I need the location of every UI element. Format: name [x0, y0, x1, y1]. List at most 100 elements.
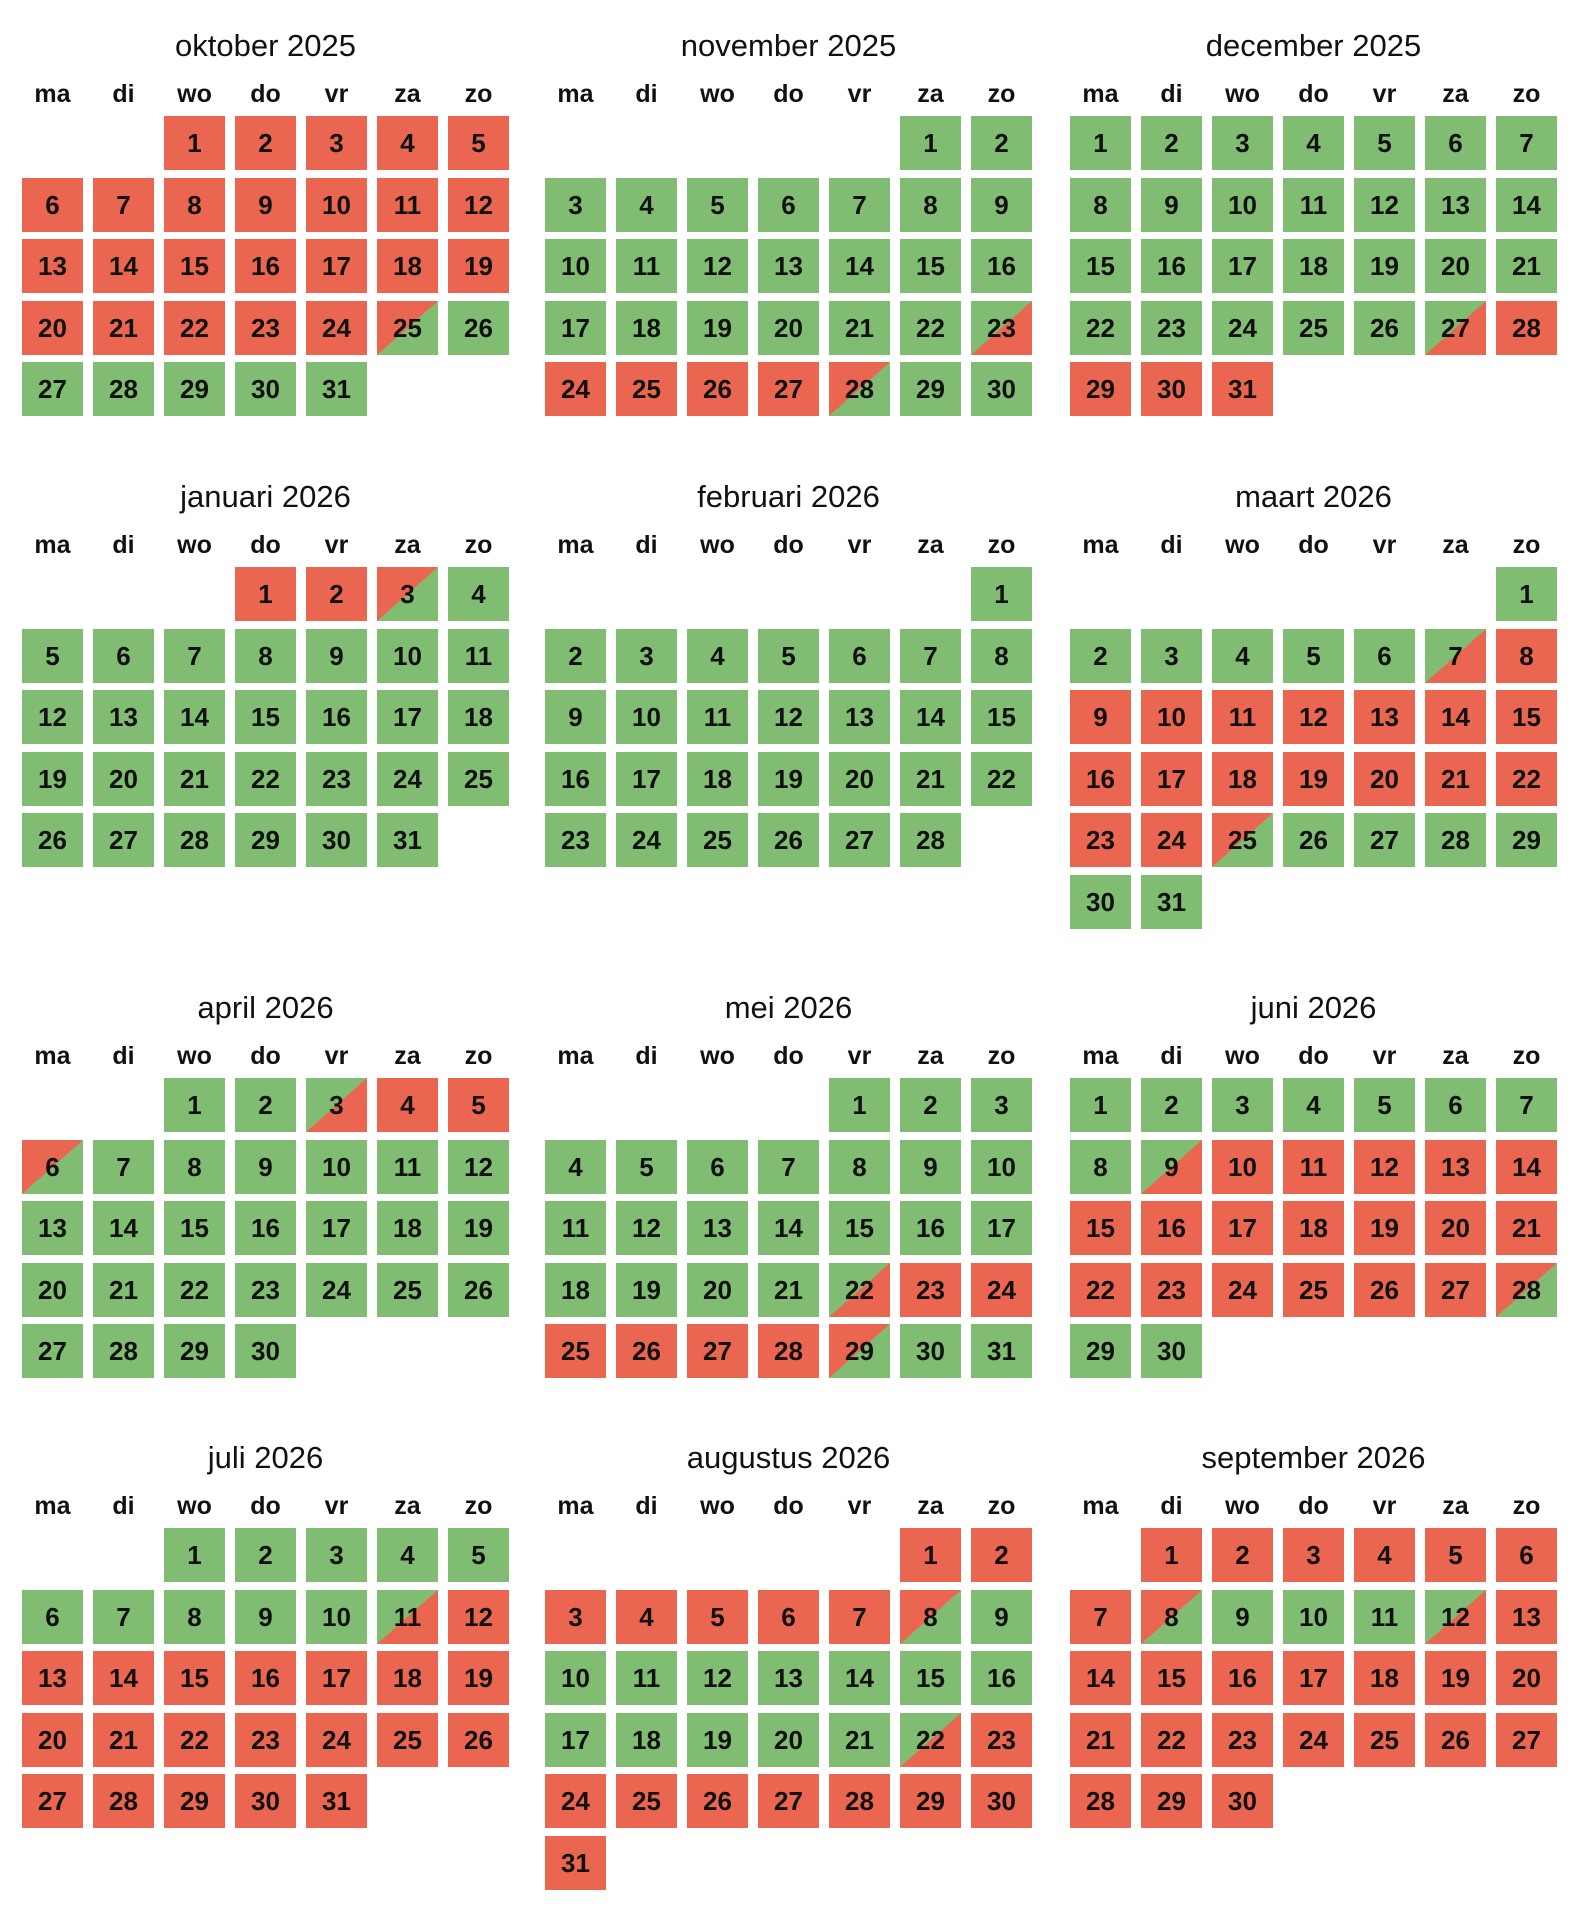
day-cell[interactable]: 25	[687, 813, 748, 867]
day-cell[interactable]: 21	[1496, 239, 1557, 293]
day-cell[interactable]: 26	[687, 1774, 748, 1828]
day-cell[interactable]: 10	[377, 628, 438, 683]
day-cell[interactable]: 30	[1212, 1774, 1273, 1828]
day-cell[interactable]: 23	[545, 813, 606, 867]
day-cell[interactable]: 12	[448, 1139, 509, 1194]
day-cell[interactable]: 13	[1496, 1589, 1557, 1644]
day-cell[interactable]: 11	[545, 1201, 606, 1255]
day-cell[interactable]: 28	[829, 1774, 890, 1828]
day-cell[interactable]: 8	[829, 1139, 890, 1194]
day-cell[interactable]: 31	[306, 362, 367, 416]
day-cell[interactable]: 28	[1425, 813, 1486, 867]
day-cell[interactable]: 2	[900, 1078, 961, 1132]
day-cell[interactable]: 27	[22, 362, 83, 416]
day-cell[interactable]: 18	[1212, 751, 1273, 806]
day-cell[interactable]: 17	[1141, 751, 1202, 806]
day-cell[interactable]: 19	[22, 751, 83, 806]
day-cell[interactable]: 14	[1496, 177, 1557, 232]
day-cell[interactable]: 8	[164, 177, 225, 232]
day-cell[interactable]: 11	[448, 628, 509, 683]
day-cell[interactable]: 16	[971, 1651, 1032, 1705]
day-cell[interactable]: 7	[1425, 628, 1486, 683]
day-cell[interactable]: 27	[758, 1774, 819, 1828]
day-cell[interactable]: 30	[235, 1774, 296, 1828]
day-cell[interactable]: 21	[93, 1712, 154, 1767]
day-cell[interactable]: 17	[971, 1201, 1032, 1255]
day-cell[interactable]: 11	[1283, 177, 1344, 232]
day-cell[interactable]: 4	[545, 1139, 606, 1194]
day-cell[interactable]: 25	[616, 362, 677, 416]
day-cell[interactable]: 3	[1212, 1078, 1273, 1132]
day-cell[interactable]: 11	[616, 239, 677, 293]
day-cell[interactable]: 5	[22, 628, 83, 683]
day-cell[interactable]: 16	[1141, 239, 1202, 293]
day-cell[interactable]: 26	[448, 1712, 509, 1767]
day-cell[interactable]: 20	[1354, 751, 1415, 806]
day-cell[interactable]: 18	[1283, 1201, 1344, 1255]
day-cell[interactable]: 21	[900, 751, 961, 806]
day-cell[interactable]: 20	[1425, 1201, 1486, 1255]
day-cell[interactable]: 4	[1283, 1078, 1344, 1132]
day-cell[interactable]: 29	[900, 1774, 961, 1828]
day-cell[interactable]: 8	[1070, 1139, 1131, 1194]
day-cell[interactable]: 14	[1425, 690, 1486, 744]
day-cell[interactable]: 26	[1425, 1712, 1486, 1767]
day-cell[interactable]: 25	[545, 1324, 606, 1378]
day-cell[interactable]: 23	[235, 300, 296, 355]
day-cell[interactable]: 15	[1070, 239, 1131, 293]
day-cell[interactable]: 22	[164, 1712, 225, 1767]
day-cell[interactable]: 26	[448, 1262, 509, 1317]
day-cell[interactable]: 14	[829, 1651, 890, 1705]
day-cell[interactable]: 29	[164, 1324, 225, 1378]
day-cell[interactable]: 26	[1283, 813, 1344, 867]
day-cell[interactable]: 27	[758, 362, 819, 416]
day-cell[interactable]: 22	[971, 751, 1032, 806]
day-cell[interactable]: 7	[1070, 1589, 1131, 1644]
day-cell[interactable]: 13	[1425, 177, 1486, 232]
day-cell[interactable]: 9	[900, 1139, 961, 1194]
day-cell[interactable]: 27	[93, 813, 154, 867]
day-cell[interactable]: 11	[616, 1651, 677, 1705]
day-cell[interactable]: 2	[1141, 1078, 1202, 1132]
day-cell[interactable]: 21	[93, 1262, 154, 1317]
day-cell[interactable]: 15	[1070, 1201, 1131, 1255]
day-cell[interactable]: 29	[164, 1774, 225, 1828]
day-cell[interactable]: 12	[22, 690, 83, 744]
day-cell[interactable]: 2	[235, 116, 296, 170]
day-cell[interactable]: 27	[22, 1774, 83, 1828]
day-cell[interactable]: 7	[1496, 1078, 1557, 1132]
day-cell[interactable]: 8	[235, 628, 296, 683]
day-cell[interactable]: 14	[829, 239, 890, 293]
day-cell[interactable]: 4	[377, 1078, 438, 1132]
day-cell[interactable]: 3	[1212, 116, 1273, 170]
day-cell[interactable]: 25	[377, 1262, 438, 1317]
day-cell[interactable]: 7	[829, 177, 890, 232]
day-cell[interactable]: 15	[164, 1651, 225, 1705]
day-cell[interactable]: 25	[377, 300, 438, 355]
day-cell[interactable]: 4	[377, 1528, 438, 1582]
day-cell[interactable]: 28	[1070, 1774, 1131, 1828]
day-cell[interactable]: 12	[448, 1589, 509, 1644]
day-cell[interactable]: 5	[448, 1078, 509, 1132]
day-cell[interactable]: 19	[1425, 1651, 1486, 1705]
day-cell[interactable]: 8	[900, 177, 961, 232]
day-cell[interactable]: 19	[448, 1651, 509, 1705]
day-cell[interactable]: 13	[1354, 690, 1415, 744]
day-cell[interactable]: 22	[829, 1262, 890, 1317]
day-cell[interactable]: 2	[545, 628, 606, 683]
day-cell[interactable]: 3	[545, 1589, 606, 1644]
day-cell[interactable]: 23	[306, 751, 367, 806]
day-cell[interactable]: 20	[687, 1262, 748, 1317]
day-cell[interactable]: 24	[377, 751, 438, 806]
day-cell[interactable]: 23	[971, 1712, 1032, 1767]
day-cell[interactable]: 4	[448, 567, 509, 621]
day-cell[interactable]: 29	[1141, 1774, 1202, 1828]
day-cell[interactable]: 27	[1425, 300, 1486, 355]
day-cell[interactable]: 16	[235, 239, 296, 293]
day-cell[interactable]: 28	[93, 1324, 154, 1378]
day-cell[interactable]: 4	[1283, 116, 1344, 170]
day-cell[interactable]: 18	[1283, 239, 1344, 293]
day-cell[interactable]: 16	[545, 751, 606, 806]
day-cell[interactable]: 22	[1496, 751, 1557, 806]
day-cell[interactable]: 31	[545, 1835, 606, 1890]
